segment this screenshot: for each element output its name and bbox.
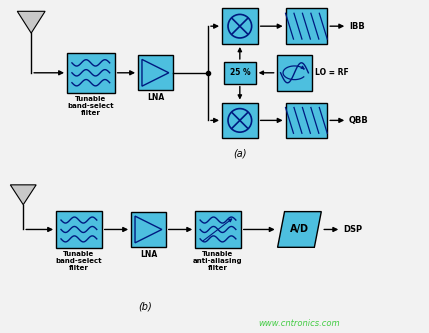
Bar xyxy=(56,211,102,248)
Text: www.cntronics.com: www.cntronics.com xyxy=(259,319,340,328)
Bar xyxy=(286,8,327,44)
Text: Tunable
band-select
filter: Tunable band-select filter xyxy=(56,251,102,271)
Polygon shape xyxy=(10,185,36,205)
Text: DSP: DSP xyxy=(343,225,362,234)
Bar xyxy=(222,103,258,138)
Text: A/D: A/D xyxy=(290,224,309,234)
Text: QBB: QBB xyxy=(349,116,369,125)
Bar xyxy=(277,55,312,91)
Bar xyxy=(224,62,256,84)
Text: IBB: IBB xyxy=(349,22,365,31)
Text: LNA: LNA xyxy=(147,93,164,102)
Text: (b): (b) xyxy=(139,302,152,312)
Bar xyxy=(138,55,173,90)
Bar xyxy=(195,211,241,248)
Polygon shape xyxy=(17,11,45,33)
Bar xyxy=(222,8,258,44)
Text: Tunable
anti-aliasing
filter: Tunable anti-aliasing filter xyxy=(193,251,243,271)
Bar xyxy=(67,53,115,93)
Bar xyxy=(131,212,166,247)
Text: LO = RF: LO = RF xyxy=(315,68,349,77)
Text: (a): (a) xyxy=(233,148,247,158)
Polygon shape xyxy=(278,211,321,247)
Text: LNA: LNA xyxy=(140,250,157,259)
Text: 25 %: 25 % xyxy=(230,68,250,77)
Bar xyxy=(286,103,327,138)
Text: Tunable
band-select
filter: Tunable band-select filter xyxy=(67,96,114,116)
